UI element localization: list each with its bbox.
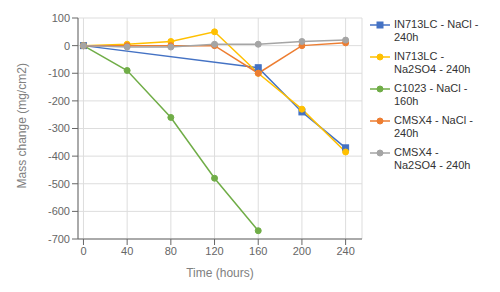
svg-text:200: 200 xyxy=(293,245,311,257)
svg-text:-300: -300 xyxy=(48,122,70,134)
svg-text:-700: -700 xyxy=(48,233,70,245)
svg-text:-100: -100 xyxy=(48,67,70,79)
html-text:IN713LC - NaCl - 240h: IN713LC - NaCl - 240h xyxy=(394,18,479,43)
svg-text:100: 100 xyxy=(52,12,70,24)
svg-text:240: 240 xyxy=(336,245,354,257)
svg-text:0: 0 xyxy=(64,40,70,52)
svg-text:80: 80 xyxy=(165,245,177,257)
svg-text:160: 160 xyxy=(249,245,267,257)
html-text:IN713LC - Na2SO4 - 240h: IN713LC - Na2SO4 - 240h xyxy=(394,50,471,75)
svg-text:-500: -500 xyxy=(48,178,70,190)
svg-text:40: 40 xyxy=(121,245,133,257)
svg-text:-400: -400 xyxy=(48,150,70,162)
html-text:CMSX4 - Na2SO4 - 240h: CMSX4 - Na2SO4 - 240h xyxy=(394,146,471,171)
svg-text:0: 0 xyxy=(80,245,86,257)
html-text:C1023 - NaCl - 160h: C1023 - NaCl - 160h xyxy=(394,82,468,107)
svg-text:120: 120 xyxy=(205,245,223,257)
svg-text:Mass change (mg/cm2): Mass change (mg/cm2) xyxy=(15,63,29,188)
html-text:CMSX4 - NaCl - 240h: CMSX4 - NaCl - 240h xyxy=(394,114,473,139)
svg-text:-600: -600 xyxy=(48,205,70,217)
svg-text:-200: -200 xyxy=(48,95,70,107)
svg-text:Time (hours): Time (hours) xyxy=(186,266,254,280)
